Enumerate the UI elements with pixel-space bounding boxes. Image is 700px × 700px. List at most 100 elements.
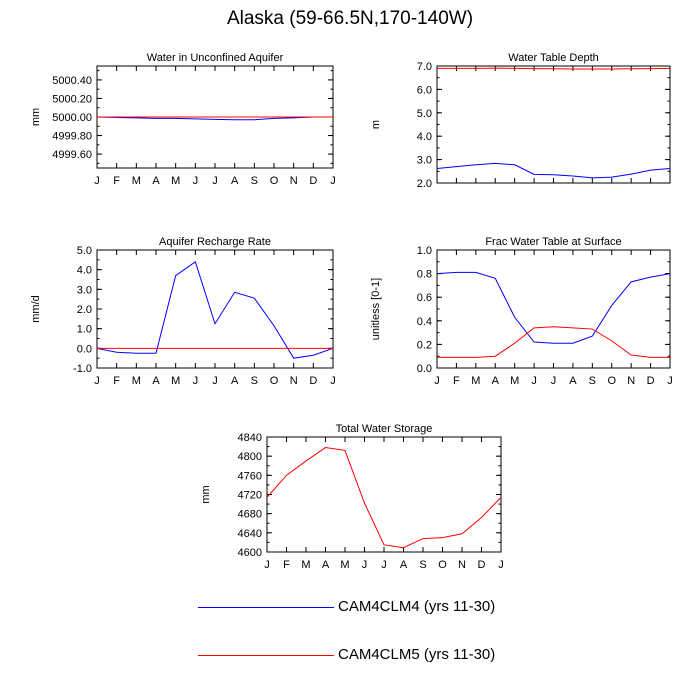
x-tick-label: S [419, 559, 426, 571]
y-tick-label: 1.0 [417, 245, 432, 257]
y-tick-label: 0.6 [417, 292, 432, 304]
x-tick-label: F [113, 375, 120, 386]
y-tick-label: 4600 [238, 547, 262, 559]
legend-item-cam4clm5: CAM4CLM5 (yrs 11-30) [198, 646, 538, 666]
x-tick-label: M [132, 175, 141, 187]
x-tick-label: O [607, 375, 616, 386]
y-tick-label: 0.0 [77, 343, 92, 355]
x-tick-label: N [290, 175, 298, 187]
x-tick-label: M [471, 375, 480, 386]
x-tick-label: A [492, 375, 500, 386]
x-tick-label: O [270, 375, 279, 386]
x-tick-label: J [551, 375, 557, 386]
y-tick-label: 7.0 [417, 61, 432, 73]
legend-label-cam4clm4: CAM4CLM4 (yrs 11-30) [338, 598, 496, 615]
x-tick-label: O [438, 559, 447, 571]
plot-frame [266, 436, 502, 553]
series-line-cam4clm5-yrs-11-30 [437, 326, 670, 358]
x-tick-label: F [113, 175, 120, 187]
y-tick-label: 0.4 [417, 316, 432, 328]
x-tick-label: A [152, 375, 160, 386]
legend-line-cam4clm4 [198, 607, 334, 608]
x-tick-label: M [132, 375, 141, 386]
y-tick-label: 4680 [238, 509, 262, 521]
y-tick-label: 0.0 [417, 363, 432, 375]
y-tick-label: 3.0 [77, 284, 92, 296]
x-tick-label: A [569, 375, 577, 386]
legend-label-cam4clm5: CAM4CLM5 (yrs 11-30) [338, 646, 496, 663]
y-tick-label: 4999.80 [52, 131, 92, 143]
x-tick-label: S [251, 175, 258, 187]
y-tick-label: 1.0 [77, 324, 92, 336]
y-tick-label: 5000.00 [52, 112, 92, 124]
x-tick-label: J [362, 559, 368, 571]
x-tick-label: J [330, 175, 336, 187]
y-tick-label: 4.0 [77, 265, 92, 277]
x-tick-label: J [264, 559, 270, 571]
x-tick-label: N [627, 375, 635, 386]
x-tick-label: A [400, 559, 408, 571]
series-line-cam4clm5-yrs-11-30 [266, 447, 502, 549]
y-tick-label: 0.8 [417, 269, 432, 281]
x-tick-label: J [381, 559, 387, 571]
x-tick-label: J [330, 375, 336, 386]
y-axis-label: unitless [0-1] [370, 278, 382, 340]
plot-frame [96, 249, 334, 369]
chart-title: Frac Water Table at Surface [485, 236, 621, 248]
y-tick-label: 4.0 [417, 131, 432, 143]
legend-line-cam4clm5 [198, 655, 334, 656]
x-tick-label: J [94, 375, 100, 386]
x-tick-label: J [531, 375, 537, 386]
x-tick-label: A [231, 175, 239, 187]
y-tick-label: 5000.20 [52, 93, 92, 105]
x-tick-label: S [589, 375, 596, 386]
x-tick-label: F [453, 375, 460, 386]
series-line-cam4clm4-yrs-11-30 [96, 261, 334, 359]
main-title: Alaska (59-66.5N,170-140W) [226, 8, 474, 29]
y-tick-label: -1.0 [73, 363, 92, 375]
y-tick-label: 2.0 [417, 178, 432, 190]
x-tick-label: M [510, 375, 519, 386]
x-tick-label: M [171, 375, 180, 386]
x-tick-label: A [231, 375, 239, 386]
x-tick-label: F [283, 559, 290, 571]
x-tick-label: S [251, 375, 258, 386]
series-line-cam4clm4-yrs-11-30 [436, 162, 671, 179]
x-tick-label: J [193, 175, 199, 187]
y-tick-label: 4999.60 [52, 149, 92, 161]
y-tick-label: 5.0 [417, 108, 432, 120]
x-tick-label: J [212, 175, 218, 187]
y-tick-label: 4640 [238, 528, 262, 540]
series-line-cam4clm5-yrs-11-30 [437, 67, 671, 70]
x-tick-label: D [309, 175, 317, 187]
y-axis-label: mm [30, 108, 42, 126]
chart-title: Total Water Storage [336, 423, 433, 435]
y-tick-label: 2.0 [77, 304, 92, 316]
x-tick-label: M [301, 559, 310, 571]
chart-total-water-storage: Total Water Storage mm 4600 4640 4680 4720 476… [200, 423, 504, 571]
x-tick-label: D [478, 559, 486, 571]
x-tick-label: A [152, 175, 160, 187]
chart-title: Water in Unconfined Aquifer [147, 52, 284, 64]
y-tick-label: 4720 [238, 490, 262, 502]
y-tick-label: 3.0 [417, 155, 432, 167]
x-tick-label: N [458, 559, 466, 571]
y-tick-label: 4760 [238, 470, 262, 482]
series-line-cam4clm4-yrs-11-30 [96, 116, 333, 121]
chart-title: Aquifer Recharge Rate [159, 236, 271, 248]
x-tick-label: J [212, 375, 218, 386]
series-line-cam4clm4-yrs-11-30 [436, 271, 671, 344]
chart-aquifer-recharge-rate: Aquifer Recharge Rate mm/d -1.0 0.0 1.0 2.0 3.… [30, 236, 336, 386]
x-tick-label: J [667, 375, 673, 386]
x-tick-label: M [171, 175, 180, 187]
y-axis-label: mm [200, 485, 212, 503]
x-tick-label: J [434, 375, 440, 386]
x-tick-label: N [290, 375, 298, 386]
y-tick-label: 4840 [238, 432, 262, 444]
x-tick-label: D [647, 375, 655, 386]
x-tick-label: A [322, 559, 330, 571]
y-axis-label: mm/d [30, 295, 42, 323]
x-tick-label: J [94, 175, 100, 187]
chart-water-in-unconfined-aquifer: Water in Unconfined Aquifer mm 4999.60 4999… [30, 52, 336, 187]
x-tick-label: M [340, 559, 349, 571]
